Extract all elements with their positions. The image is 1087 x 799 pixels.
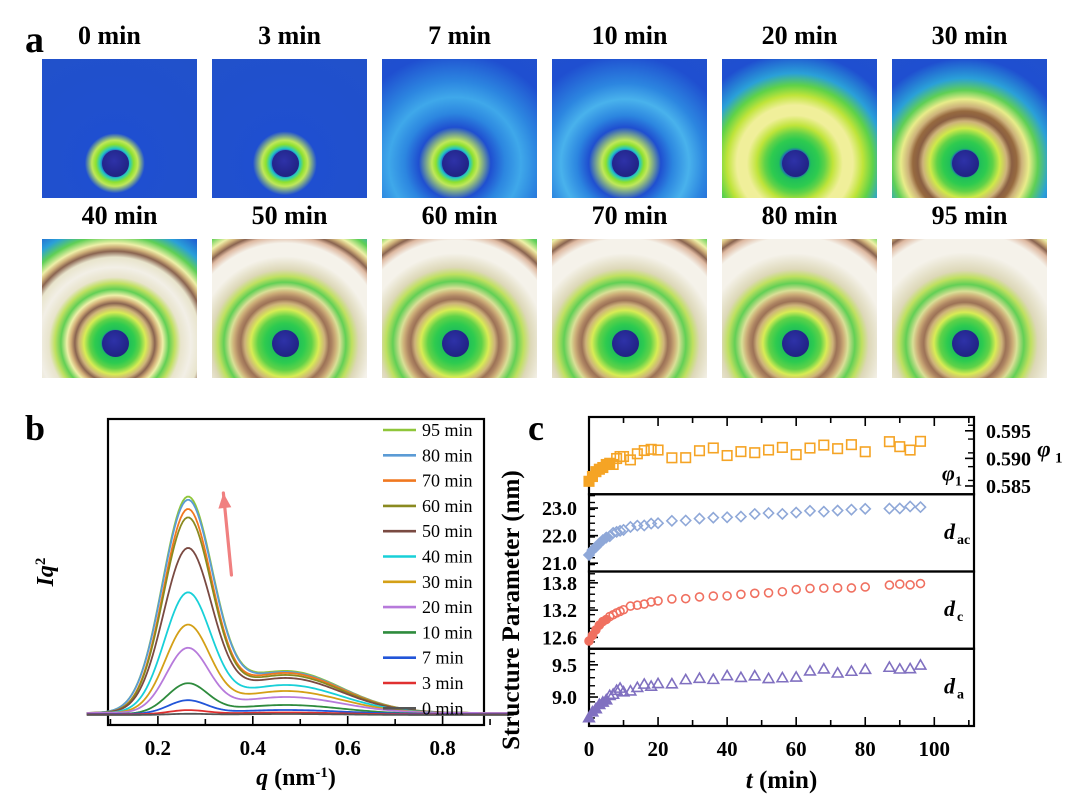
svg-text:22.0: 22.0 — [542, 526, 577, 548]
svg-text:9.0: 9.0 — [552, 687, 577, 709]
svg-text:0.585: 0.585 — [986, 476, 1031, 498]
svg-text:c: c — [528, 408, 544, 448]
svg-text:a: a — [957, 687, 964, 702]
svg-text:1: 1 — [955, 474, 962, 489]
svg-text:23.0: 23.0 — [542, 498, 577, 520]
svg-text:0.590: 0.590 — [986, 448, 1031, 470]
svg-text:9.5: 9.5 — [552, 655, 577, 677]
svg-text:ac: ac — [957, 533, 970, 548]
svg-text:Structure Parameter (nm): Structure Parameter (nm) — [498, 470, 525, 750]
svg-text:0: 0 — [584, 737, 595, 761]
svg-text:12.6: 12.6 — [542, 627, 577, 649]
svg-text:1: 1 — [1055, 451, 1063, 467]
svg-text:d: d — [944, 596, 956, 621]
svg-text:d: d — [944, 673, 956, 698]
svg-text:60: 60 — [786, 737, 807, 761]
svg-text:40: 40 — [717, 737, 738, 761]
svg-text:13.8: 13.8 — [542, 573, 577, 595]
svg-text:80: 80 — [855, 737, 876, 761]
svg-text:d: d — [944, 519, 956, 544]
svg-text:20: 20 — [648, 737, 669, 761]
svg-text:100: 100 — [919, 737, 951, 761]
svg-text:t (min): t (min) — [746, 767, 818, 794]
svg-text:0.595: 0.595 — [986, 421, 1031, 443]
svg-text:c: c — [957, 610, 963, 625]
svg-text:φ: φ — [942, 460, 955, 485]
svg-text:13.2: 13.2 — [542, 600, 577, 622]
svg-text:φ: φ — [1037, 437, 1050, 462]
